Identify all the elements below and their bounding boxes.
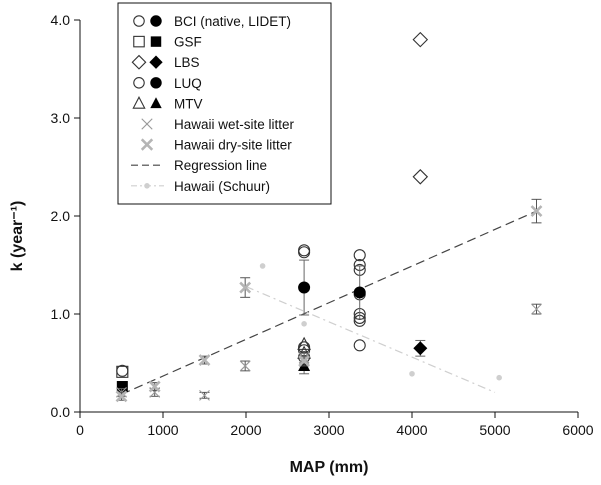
diamond-filled-point xyxy=(413,341,428,356)
legend-schuur-dot xyxy=(144,183,150,189)
legend-circle-filled xyxy=(150,77,162,89)
legend-item: LUQ xyxy=(133,76,202,91)
x-light-point xyxy=(199,389,210,401)
data-points xyxy=(115,31,543,403)
x-tick-label: 5000 xyxy=(479,422,510,438)
legend-label: BCI (native, LIDET) xyxy=(174,14,291,29)
x-tick-label: 0 xyxy=(76,422,84,438)
legend-label: Hawaii dry-site litter xyxy=(174,138,292,153)
circle-open-point xyxy=(298,246,311,259)
legend-square-filled xyxy=(150,36,162,47)
x-tick-label: 4000 xyxy=(396,422,427,438)
x-tick-label: 2000 xyxy=(230,422,261,438)
legend-label: LBS xyxy=(174,55,200,70)
x-tick-label: 1000 xyxy=(147,422,178,438)
x-light-point xyxy=(239,360,251,372)
circle-open-point xyxy=(116,364,129,377)
x-bold-point xyxy=(530,205,543,218)
legend-label: GSF xyxy=(174,35,202,50)
legend-label: Hawaii wet-site litter xyxy=(174,117,295,132)
legend-square-open xyxy=(133,35,145,48)
legend-x-bold xyxy=(140,138,154,151)
legend-item: Regression line xyxy=(131,158,267,173)
schuur-dot-point xyxy=(496,374,502,381)
legend-label: Regression line xyxy=(174,158,267,173)
y-tick-label: 3.0 xyxy=(51,110,71,126)
legend-triangle-filled xyxy=(150,97,162,109)
x-bold-point xyxy=(148,380,161,393)
legend-triangle-open xyxy=(132,96,146,109)
legend-item: Hawaii (Schuur) xyxy=(131,179,270,194)
x-bold-point xyxy=(298,355,311,367)
legend-box xyxy=(117,2,332,205)
schuur-dot-point xyxy=(259,263,266,269)
square-open-point xyxy=(116,365,129,378)
legend: BCI (native, LIDET) GSF LBS LUQ MTV Hawaii we… xyxy=(117,2,332,205)
legend-item: LBS xyxy=(131,54,200,70)
legend-x-light xyxy=(141,118,153,130)
y-axis-title: k (year⁻¹) xyxy=(9,201,26,272)
y-tick-label: 1.0 xyxy=(51,306,71,322)
legend-item: Hawaii dry-site litter xyxy=(140,138,292,153)
trend-lines xyxy=(121,210,537,395)
legend-diamond-open xyxy=(131,54,147,70)
legend-diamond-filled xyxy=(149,55,163,69)
y-tick-label: 2.0 xyxy=(51,208,71,224)
legend-label: MTV xyxy=(174,96,203,111)
y-tick-label: 4.0 xyxy=(51,12,71,28)
legend-circle-open xyxy=(133,77,145,89)
legend-item: GSF xyxy=(133,35,202,50)
legend-item: Hawaii wet-site litter xyxy=(141,117,295,132)
schuur-dot-point xyxy=(409,370,415,377)
circle-open-point xyxy=(353,339,366,352)
x-axis-title: MAP (mm) xyxy=(290,459,369,476)
x-light-point xyxy=(531,303,542,315)
legend-item: MTV xyxy=(132,96,203,111)
schuur-line xyxy=(245,286,496,393)
legend-circle-filled xyxy=(150,15,162,27)
triangle-open-point xyxy=(297,336,312,350)
diamond-open-point xyxy=(412,31,429,48)
legend-label: Hawaii (Schuur) xyxy=(174,179,270,194)
x-tick-label: 3000 xyxy=(313,422,344,438)
square-filled-point xyxy=(116,381,128,393)
circle-filled-point xyxy=(353,286,366,299)
axes: 0 1000 2000 3000 4000 5000 6000 0.0 1.0 2.0 3.0 4.0 xyxy=(51,12,594,438)
circle-filled-point xyxy=(298,281,311,294)
regression-line xyxy=(121,210,537,395)
schuur-dot-point xyxy=(301,321,307,327)
x-bold-point xyxy=(239,281,252,294)
legend-label: LUQ xyxy=(174,76,202,91)
legend-item: BCI (native, LIDET) xyxy=(133,14,291,29)
x-bold-point xyxy=(198,354,211,366)
circle-open-point xyxy=(353,249,366,262)
diamond-open-point xyxy=(412,169,429,185)
x-tick-label: 6000 xyxy=(562,422,593,438)
legend-circle-open xyxy=(133,15,145,27)
x-bold-point xyxy=(115,390,128,403)
y-tick-label: 0.0 xyxy=(51,404,71,420)
